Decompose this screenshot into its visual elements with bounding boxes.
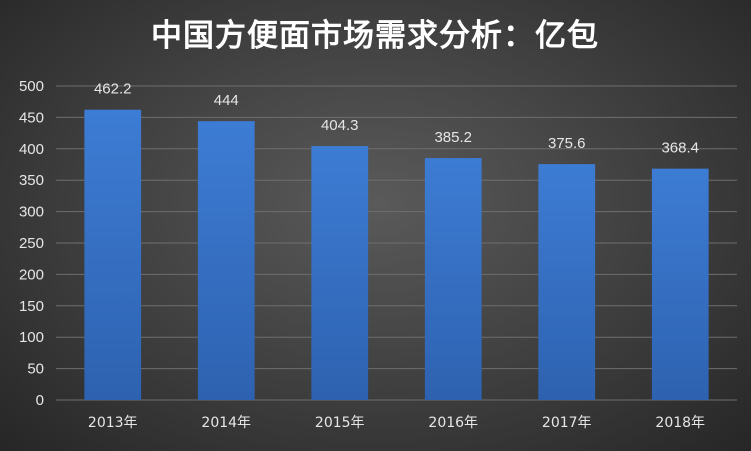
y-tick-label: 450	[19, 109, 44, 126]
data-label: 444	[214, 92, 239, 109]
bars	[84, 109, 709, 400]
x-axis-ticks: 2013年 2014年 2015年 2016年 2017年 2018年	[88, 415, 705, 431]
y-tick-label: 250	[19, 235, 44, 252]
y-tick-label: 0	[36, 392, 44, 409]
bar	[84, 109, 142, 400]
y-tick-label: 350	[19, 172, 44, 189]
bar	[197, 121, 255, 400]
y-tick-label: 100	[19, 329, 44, 346]
data-labels: 462.2 444 404.3 385.2 375.6 368.4	[94, 81, 699, 157]
data-label: 375.6	[548, 135, 586, 152]
y-axis-ticks: 0 50 100 150 200 250 300 350 400 450 500	[19, 78, 44, 409]
data-label: 368.4	[661, 140, 699, 157]
data-label: 385.2	[434, 129, 472, 146]
x-tick-label: 2017年	[542, 415, 592, 431]
y-tick-label: 200	[19, 266, 44, 283]
x-tick-label: 2013年	[88, 415, 138, 431]
chart-title: 中国方便面市场需求分析：亿包	[151, 18, 599, 54]
x-tick-label: 2018年	[655, 415, 705, 431]
bar	[311, 146, 369, 400]
bar	[651, 168, 709, 400]
gridlines	[56, 85, 737, 401]
x-tick-label: 2015年	[315, 415, 365, 431]
bar	[424, 158, 482, 400]
data-label: 462.2	[94, 81, 132, 98]
y-tick-label: 150	[19, 298, 44, 315]
x-tick-label: 2016年	[428, 415, 478, 431]
y-tick-label: 400	[19, 141, 44, 158]
y-tick-label: 500	[19, 78, 44, 95]
y-tick-label: 50	[27, 361, 44, 378]
data-label: 404.3	[321, 117, 359, 134]
y-tick-label: 300	[19, 204, 44, 221]
x-tick-label: 2014年	[201, 415, 251, 431]
bar	[538, 164, 596, 400]
